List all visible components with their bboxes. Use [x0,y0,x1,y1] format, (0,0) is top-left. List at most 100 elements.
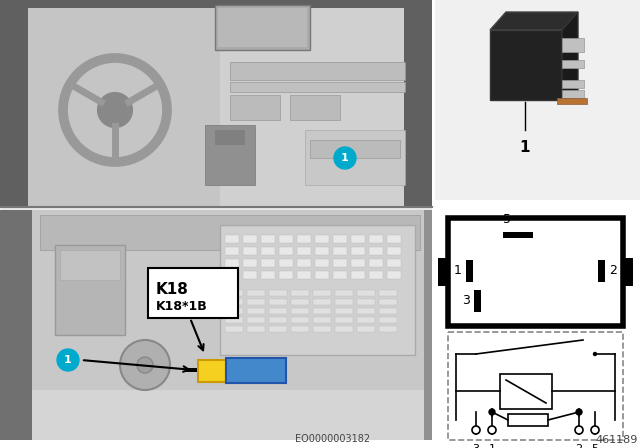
Bar [557,98,587,104]
Bar [357,308,375,314]
Bar [500,374,552,409]
Circle shape [488,426,496,434]
Bar [291,299,309,305]
Bar [598,260,605,282]
Bar [279,235,293,243]
Text: K18: K18 [156,282,189,297]
Bar [215,5,310,50]
Bar [225,308,243,314]
Bar [269,290,287,296]
Bar [369,271,383,279]
Bar [562,60,584,68]
Bar [243,235,257,243]
Bar [247,299,265,305]
Bar [40,215,420,250]
Bar [333,259,347,267]
Bar [466,260,473,282]
Text: EO0000003182: EO0000003182 [295,434,370,444]
Text: 5: 5 [503,213,511,226]
Bar [0,0,432,8]
Bar [243,259,257,267]
Bar [269,326,287,332]
Bar [315,235,329,243]
Bar [313,317,331,323]
Bar [279,247,293,255]
Bar [310,140,400,158]
Bar [0,440,432,448]
Bar [215,130,245,145]
Bar [291,326,309,332]
Bar [32,210,424,448]
Bar [435,0,640,200]
Circle shape [489,409,495,415]
Bar [424,210,432,448]
Bar [225,271,239,279]
Text: 2: 2 [575,444,582,448]
Circle shape [57,349,79,371]
Bar [0,0,28,207]
Bar [225,299,243,305]
Bar [261,247,275,255]
Text: 3: 3 [472,444,479,448]
Bar [379,317,397,323]
Bar [218,8,307,47]
Bar [404,0,432,207]
Bar [448,332,623,440]
Text: 1: 1 [488,444,495,448]
Text: 1: 1 [341,153,349,163]
Bar [357,326,375,332]
Bar [333,235,347,243]
Bar [351,247,365,255]
Bar [432,0,640,448]
Bar [148,268,238,318]
Bar [313,326,331,332]
Bar [243,271,257,279]
Bar [28,8,228,207]
Bar [225,317,243,323]
Bar [205,125,255,185]
Bar [474,290,481,312]
Circle shape [593,353,596,356]
Bar [220,225,415,355]
Bar [335,299,353,305]
Bar [313,299,331,305]
Polygon shape [490,12,578,30]
Bar [379,299,397,305]
Bar [387,247,401,255]
Bar [261,235,275,243]
Bar [230,82,405,92]
Bar [291,308,309,314]
Bar [503,232,533,238]
Bar [60,250,120,280]
Bar [230,62,405,80]
Bar [297,259,311,267]
Bar [247,317,265,323]
Bar [243,247,257,255]
Bar [623,258,633,286]
Bar [335,308,353,314]
Bar [333,271,347,279]
Bar [379,308,397,314]
Circle shape [120,340,170,390]
Bar [313,308,331,314]
Bar [351,271,365,279]
Bar [387,271,401,279]
Circle shape [575,426,583,434]
Bar [562,90,584,98]
Bar [290,95,340,120]
Circle shape [137,357,153,373]
Bar [351,235,365,243]
Bar [379,290,397,296]
Bar [269,317,287,323]
Bar [225,326,243,332]
Bar [387,259,401,267]
Bar [297,247,311,255]
Bar [198,360,226,382]
Bar [333,247,347,255]
Bar [225,290,243,296]
Circle shape [591,426,599,434]
Bar [448,218,623,326]
Bar [297,271,311,279]
Circle shape [576,409,582,415]
Bar [247,308,265,314]
